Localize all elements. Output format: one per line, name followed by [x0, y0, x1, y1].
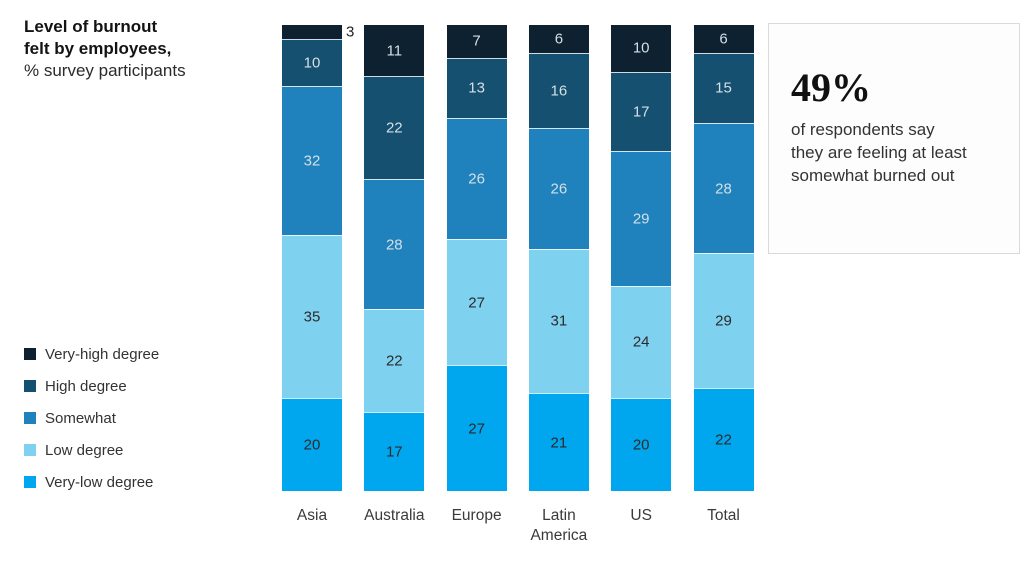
legend-label: Low degree	[45, 441, 124, 459]
legend-swatch-icon	[24, 348, 36, 360]
value-label: 27	[468, 420, 485, 438]
segment-latin-america-low-degree: 31	[528, 248, 589, 394]
legend-swatch-icon	[24, 444, 36, 456]
segment-latin-america-high-degree: 16	[528, 52, 589, 128]
bar-asia: 3 10 32 35 20	[282, 23, 354, 491]
value-label: 10	[303, 54, 321, 72]
segment-asia-very-high-degree: 3	[282, 23, 354, 40]
segment-us-high-degree: 17	[611, 71, 672, 151]
segment-us-very-low-degree: 20	[611, 397, 672, 491]
value-label: 11	[386, 42, 403, 60]
segment-latin-america-very-low-degree: 21	[528, 393, 589, 491]
chart-title-line2: felt by employees,	[24, 39, 172, 58]
value-label: 26	[550, 180, 568, 198]
value-label: 29	[632, 210, 650, 228]
segment-australia-very-low-degree: 17	[364, 411, 425, 491]
value-label: 10	[632, 39, 650, 57]
segment-australia-high-degree: 22	[364, 76, 425, 179]
value-label: 15	[715, 79, 732, 97]
segment-total-very-low-degree: 22	[693, 388, 754, 491]
segment-us-very-high-degree: 10	[611, 25, 672, 72]
value-label: 17	[632, 103, 650, 121]
callout-stat: 49%	[791, 65, 871, 110]
value-label: 6	[719, 30, 728, 48]
x-axis-label-europe: Europe	[451, 507, 502, 524]
x-axis-label-latin-america: Latin America	[530, 507, 588, 544]
legend-swatch-icon	[24, 380, 36, 392]
value-label: 16	[550, 82, 568, 100]
legend-item-low-degree: Low degree	[24, 434, 159, 466]
segment-europe-very-low-degree: 27	[446, 365, 507, 491]
segment-australia-low-degree: 22	[364, 309, 425, 412]
segment-asia-very-low-degree: 20	[282, 397, 342, 491]
legend-item-high-degree: High degree	[24, 370, 159, 402]
value-label: 24	[632, 333, 650, 351]
x-axis-label-us: US	[630, 507, 652, 524]
value-label: 3	[346, 23, 355, 41]
segment-europe-high-degree: 13	[446, 57, 507, 119]
segment-total-somewhat: 28	[693, 122, 754, 254]
segment-latin-america-very-high-degree: 6	[528, 25, 589, 53]
value-label: 28	[385, 236, 403, 253]
segment-total-high-degree: 15	[693, 52, 754, 123]
callout-box: 49% of respondents say they are feeling …	[768, 23, 1020, 254]
legend-label: Very-low degree	[45, 473, 154, 491]
segment-australia-somewhat: 28	[364, 178, 425, 310]
value-label: 35	[303, 308, 321, 326]
value-label: 26	[468, 170, 485, 188]
segment-total-very-high-degree: 6	[693, 25, 754, 53]
legend-label: High degree	[45, 377, 127, 395]
segment-asia-somewhat: 32	[282, 85, 342, 235]
value-label: 31	[550, 312, 568, 330]
legend-item-somewhat: Somewhat	[24, 402, 159, 434]
value-label: 22	[715, 431, 732, 449]
legend-label: Somewhat	[45, 409, 116, 427]
value-label: 20	[303, 436, 321, 454]
bar-latin-america: 6 16 26 31 21	[528, 25, 589, 491]
bar-us: 10 17 29 24 20	[611, 25, 672, 491]
chart-title: Level of burnout felt by employees, % su…	[24, 16, 186, 82]
segment-asia-low-degree: 35	[282, 234, 342, 398]
legend-label: Very-high degree	[45, 345, 160, 363]
value-label: 29	[715, 312, 732, 330]
chart-title-line1: Level of burnout	[24, 17, 158, 36]
x-axis-label-total: Total	[707, 507, 740, 524]
legend-swatch-icon	[24, 412, 36, 424]
segment-australia-very-high-degree: 11	[364, 25, 425, 77]
bar-total: 6 15 28 29 22	[693, 25, 754, 491]
bar-europe: 7 13 26 27 27	[446, 25, 507, 491]
segment-europe-very-high-degree: 7	[446, 25, 507, 58]
value-label: 21	[550, 434, 568, 452]
segment-us-somewhat: 29	[611, 150, 672, 286]
chart-subtitle: % survey participants	[24, 61, 186, 80]
legend: Very-high degree High degree Somewhat Low d…	[24, 338, 159, 498]
value-label: 22	[385, 352, 403, 370]
segment-total-low-degree: 29	[693, 253, 754, 389]
value-label: 22	[385, 119, 403, 137]
value-label: 32	[303, 152, 321, 170]
value-label: 13	[468, 79, 485, 97]
segment-us-low-degree: 24	[611, 285, 672, 398]
segment-europe-low-degree: 27	[446, 239, 507, 366]
x-axis-label-asia: Asia	[296, 507, 328, 524]
value-label: 7	[472, 32, 481, 50]
legend-item-very-low-degree: Very-low degree	[24, 466, 159, 498]
value-label: 6	[554, 30, 564, 48]
legend-item-very-high-degree: Very-high degree	[24, 338, 159, 370]
segment-asia-high-degree: 10	[282, 38, 342, 86]
value-label: 17	[385, 443, 403, 461]
segment-latin-america-somewhat: 26	[528, 127, 589, 249]
x-axis-label-australia: Australia	[364, 507, 425, 524]
value-label: 27	[468, 294, 485, 312]
value-label: 28	[715, 180, 732, 198]
segment-europe-somewhat: 26	[446, 118, 507, 240]
legend-swatch-icon	[24, 476, 36, 488]
value-label: 20	[632, 436, 650, 454]
bar-australia: 11 22 28 22 17	[364, 25, 425, 491]
callout-text: of respondents say they are feeling at l…	[791, 120, 967, 185]
